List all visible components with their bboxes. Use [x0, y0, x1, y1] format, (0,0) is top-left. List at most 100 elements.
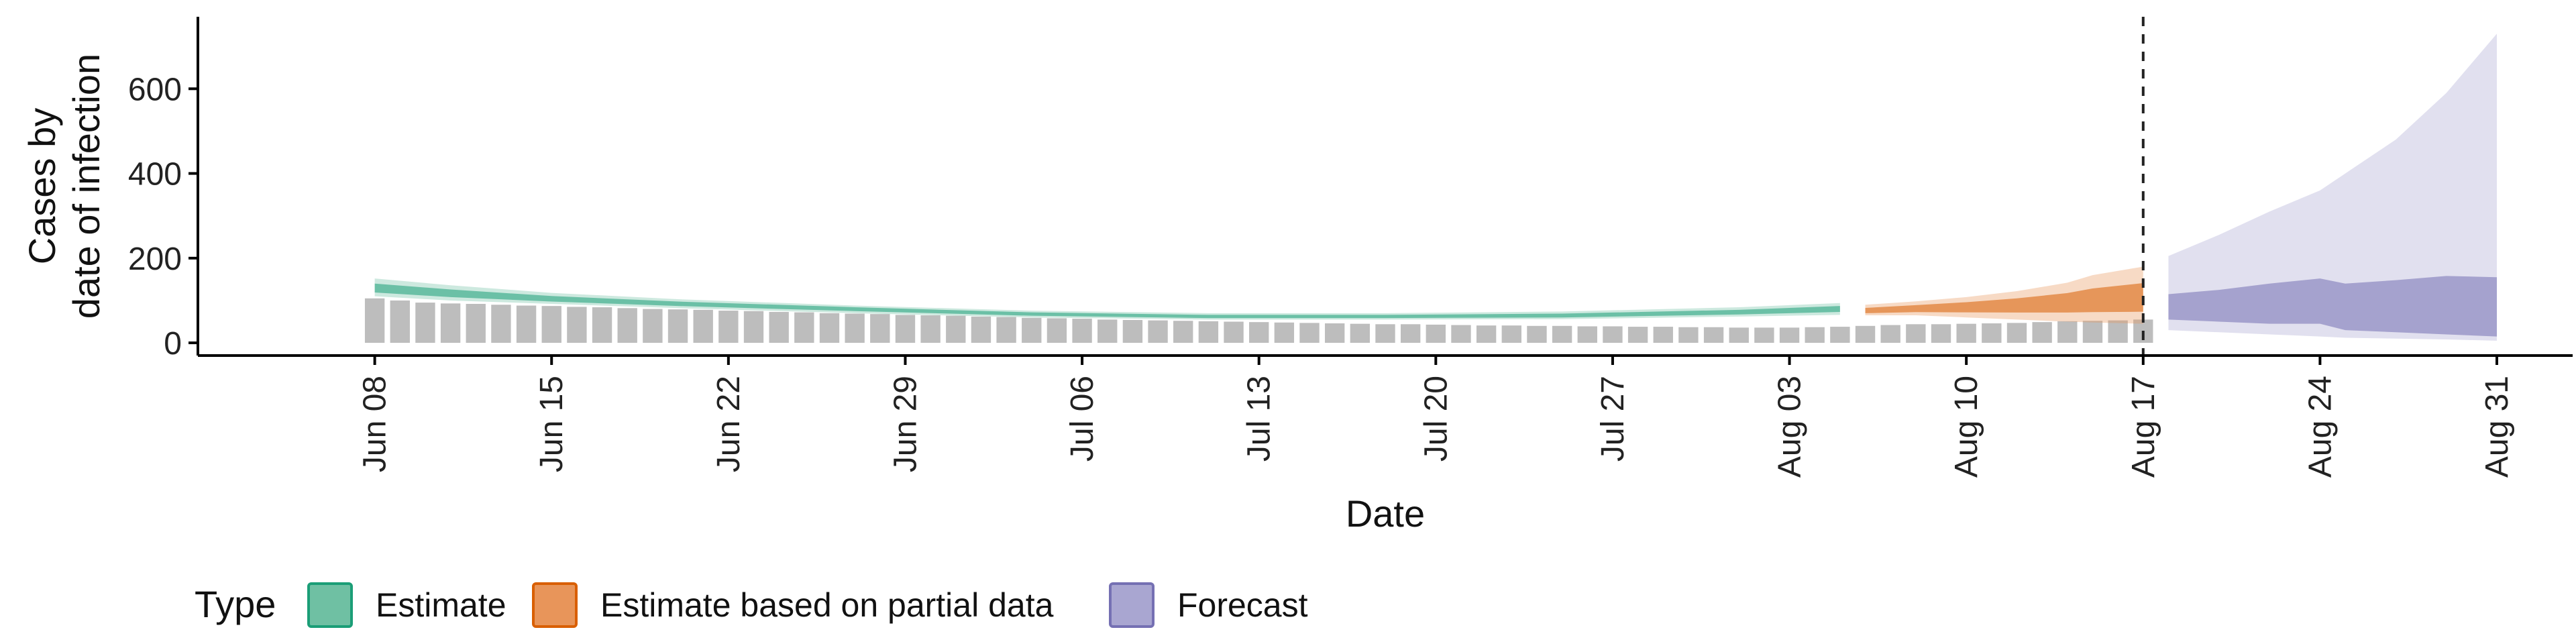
reported-cases-bar [718, 311, 739, 343]
reported-cases-bar [1324, 323, 1345, 343]
reported-cases-bar [1880, 325, 1900, 343]
legend-item-label: Estimate based on partial data [600, 586, 1054, 624]
reported-cases-bar [2032, 322, 2052, 343]
reported-cases-bar [1148, 320, 1168, 343]
reported-cases-bar [1224, 321, 1244, 343]
reported-cases-bar [567, 307, 587, 343]
reported-cases-bar [1982, 323, 2002, 343]
axes: 0 200 400 600 Jun 08 Jun 15 Jun 22 Jun 29 Jul 06… [21, 17, 2573, 535]
reported-cases-bar [2108, 320, 2128, 343]
x-tick-label: Aug 03 [1772, 376, 1808, 478]
reported-cases-bar [1931, 324, 1951, 343]
reported-cases-bar [1375, 324, 1395, 343]
reported-cases-bar [1097, 319, 1118, 343]
x-axis-title: Date [1346, 492, 1425, 535]
x-tick-label: Jun 08 [358, 376, 393, 472]
reported-cases-bar [769, 311, 789, 343]
reported-cases-bar [617, 308, 637, 343]
reported-cases-bar [491, 305, 511, 343]
x-tick-label: Aug 31 [2479, 376, 2515, 478]
x-tick-label: Jul 27 [1595, 376, 1631, 462]
reported-cases-bar [693, 309, 713, 343]
reported-cases-bar [996, 317, 1016, 343]
x-tick-label: Aug 10 [1949, 376, 1984, 478]
reported-cases-bar [1274, 322, 1295, 343]
reported-cases-bar [667, 309, 688, 343]
reported-cases-bar [516, 305, 537, 343]
x-tick-label: Aug 24 [2302, 376, 2338, 478]
reported-cases-bar [1855, 325, 1876, 343]
reported-cases-bar [1805, 327, 1825, 343]
reported-cases-bar [845, 313, 865, 343]
reported-cases-bar [1198, 321, 1219, 343]
reported-cases-bar [2082, 321, 2103, 343]
reported-cases-bar [1249, 322, 1269, 343]
series-estimate-based-on-partial-data-ribbon-50 [1865, 283, 2143, 313]
x-tick-label: Jul 13 [1242, 376, 1277, 462]
reported-cases-bar [1830, 327, 1850, 343]
legend-key-3 [1109, 582, 1155, 628]
reported-cases-bar [1552, 325, 1572, 343]
series-forecast-ribbon-90 [2168, 34, 2498, 341]
reported-cases-bar [2006, 323, 2027, 343]
reported-cases-bar [971, 316, 991, 343]
y-axis-title-line-2: date of infection [65, 54, 107, 319]
reported-cases-bar [1627, 327, 1648, 343]
reported-cases-bar [1653, 327, 1673, 343]
y-axis-title-line-1: Cases by [21, 108, 63, 264]
reported-cases-bar [390, 300, 410, 343]
reported-cases-bar [1046, 318, 1067, 343]
reported-cases-bar [920, 315, 941, 343]
reported-cases-bar [1350, 323, 1371, 343]
y-tick-label: 400 [128, 157, 182, 193]
reported-cases-bar [1603, 326, 1623, 343]
reported-cases-bar [895, 315, 916, 343]
reported-cases-bar [1400, 324, 1421, 343]
reported-cases-bar [1022, 317, 1042, 343]
x-tick-label: Jun 29 [888, 376, 923, 472]
reported-cases-bar [1703, 327, 1724, 343]
y-tick-label: 0 [164, 326, 182, 362]
reported-cases-bar [1729, 327, 1749, 343]
x-tick-label: Jun 22 [711, 376, 747, 472]
series-estimate-ribbon-50 [374, 283, 1840, 319]
reported-cases-bar [1173, 321, 1193, 343]
reported-cases-bar [1577, 326, 1597, 343]
y-tick-label: 200 [128, 241, 182, 277]
reported-cases-bar [1451, 325, 1471, 343]
plot-area [364, 17, 2498, 356]
reported-cases-bar [870, 314, 890, 343]
reported-cases-bar [1779, 327, 1800, 343]
reported-cases-bar [643, 309, 663, 343]
legend-title: Type [195, 583, 276, 625]
reported-cases-bar [541, 306, 561, 343]
reported-cases-bar [466, 303, 486, 343]
reported-cases-bar [1906, 324, 1926, 343]
x-tick-label: Jul 06 [1065, 376, 1100, 462]
reported-cases-bar [1678, 327, 1699, 343]
reported-cases-bar [1501, 325, 1521, 343]
reported-cases-bar [1072, 319, 1092, 343]
series-forecast-ribbon-50 [2168, 276, 2498, 337]
reported-cases-bar [364, 298, 385, 343]
reported-cases-bar [1299, 323, 1320, 343]
reported-cases-bar [1754, 327, 1774, 343]
reported-cases-bar [946, 315, 966, 343]
reported-cases-bar [819, 313, 840, 343]
legend-key-2 [532, 582, 578, 628]
reported-cases-bar [2057, 321, 2078, 343]
x-tick-label: Jun 15 [534, 376, 570, 472]
reported-cases-bar [415, 303, 435, 343]
series-estimate-ribbon-90 [374, 278, 1840, 320]
y-tick-label: 600 [128, 72, 182, 107]
legend-key-1 [307, 582, 353, 628]
reported-cases-bar [440, 303, 461, 343]
reported-cases-bar [1956, 323, 1976, 343]
legend-item-label: Estimate [376, 586, 506, 624]
reported-cases-bar [743, 311, 764, 343]
reported-cases-bar [1476, 325, 1497, 343]
reported-cases-bar [794, 312, 814, 343]
reported-cases-bar [1122, 319, 1143, 343]
legend-item-label: Forecast [1177, 586, 1308, 624]
